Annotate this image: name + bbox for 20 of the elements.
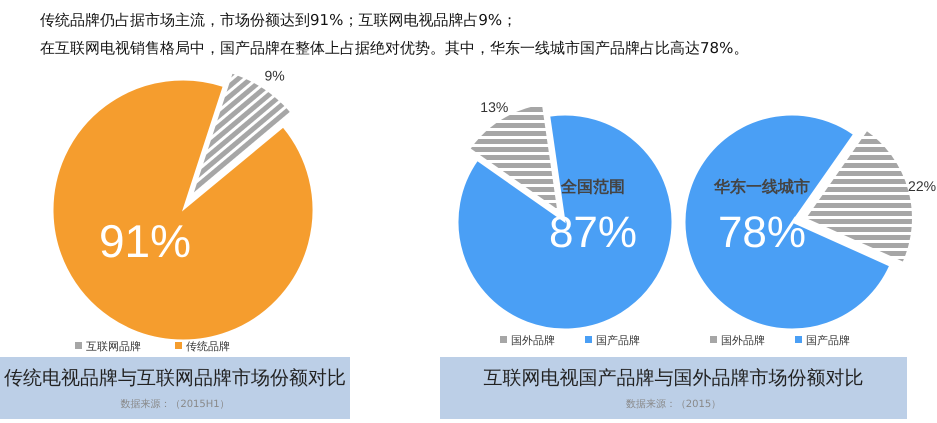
text: 在互联网电视销售格局中，国产品牌在整体上占据绝对优势。其中，华东一线城市国产品牌占比高达78%。 [40, 39, 748, 57]
legend-label: 传统品牌 [186, 340, 230, 353]
legend-label: 互联网品牌 [86, 340, 141, 353]
data-label: 91% [98, 215, 192, 267]
text: 全国范围 [560, 177, 625, 196]
text: 传统品牌仍占据市场主流，市场份额达到91%；互联网电视品牌占9%； [40, 11, 518, 29]
legend-label: 国产品牌 [596, 334, 640, 347]
data-label: 13% [480, 99, 508, 116]
legend-label: 国外品牌 [511, 334, 555, 347]
data-label: 22% [908, 178, 936, 194]
data-label: 87% [548, 208, 638, 257]
text: 传统电视品牌与互联网品牌市场份额对比 [4, 367, 346, 389]
data-label: 9% [264, 67, 285, 84]
text: 互联网电视国产品牌与国外品牌市场份额对比 [484, 367, 864, 389]
legend-label: 国产品牌 [806, 334, 850, 347]
text: 华东一线城市 [713, 177, 810, 196]
source-note: 数据来源：（2015H1） [120, 398, 230, 410]
data-label: 78% [718, 208, 806, 257]
legend-label: 国外品牌 [721, 334, 765, 347]
source-note: 数据来源：（2015） [626, 398, 722, 410]
